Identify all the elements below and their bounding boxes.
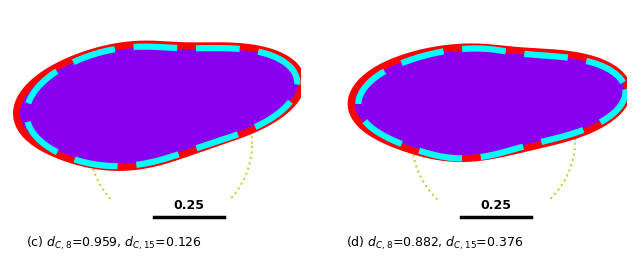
Text: 0.25: 0.25 <box>481 199 511 212</box>
Text: 0.25: 0.25 <box>173 199 204 212</box>
Polygon shape <box>17 44 302 168</box>
Text: (d) $d_{C,8}$=0.882, $d_{C,15}$=0.376: (d) $d_{C,8}$=0.882, $d_{C,15}$=0.376 <box>346 234 523 252</box>
Polygon shape <box>351 47 628 159</box>
Text: (c) $d_{C,8}$=0.959, $d_{C,15}$=0.126: (c) $d_{C,8}$=0.959, $d_{C,15}$=0.126 <box>26 234 202 252</box>
